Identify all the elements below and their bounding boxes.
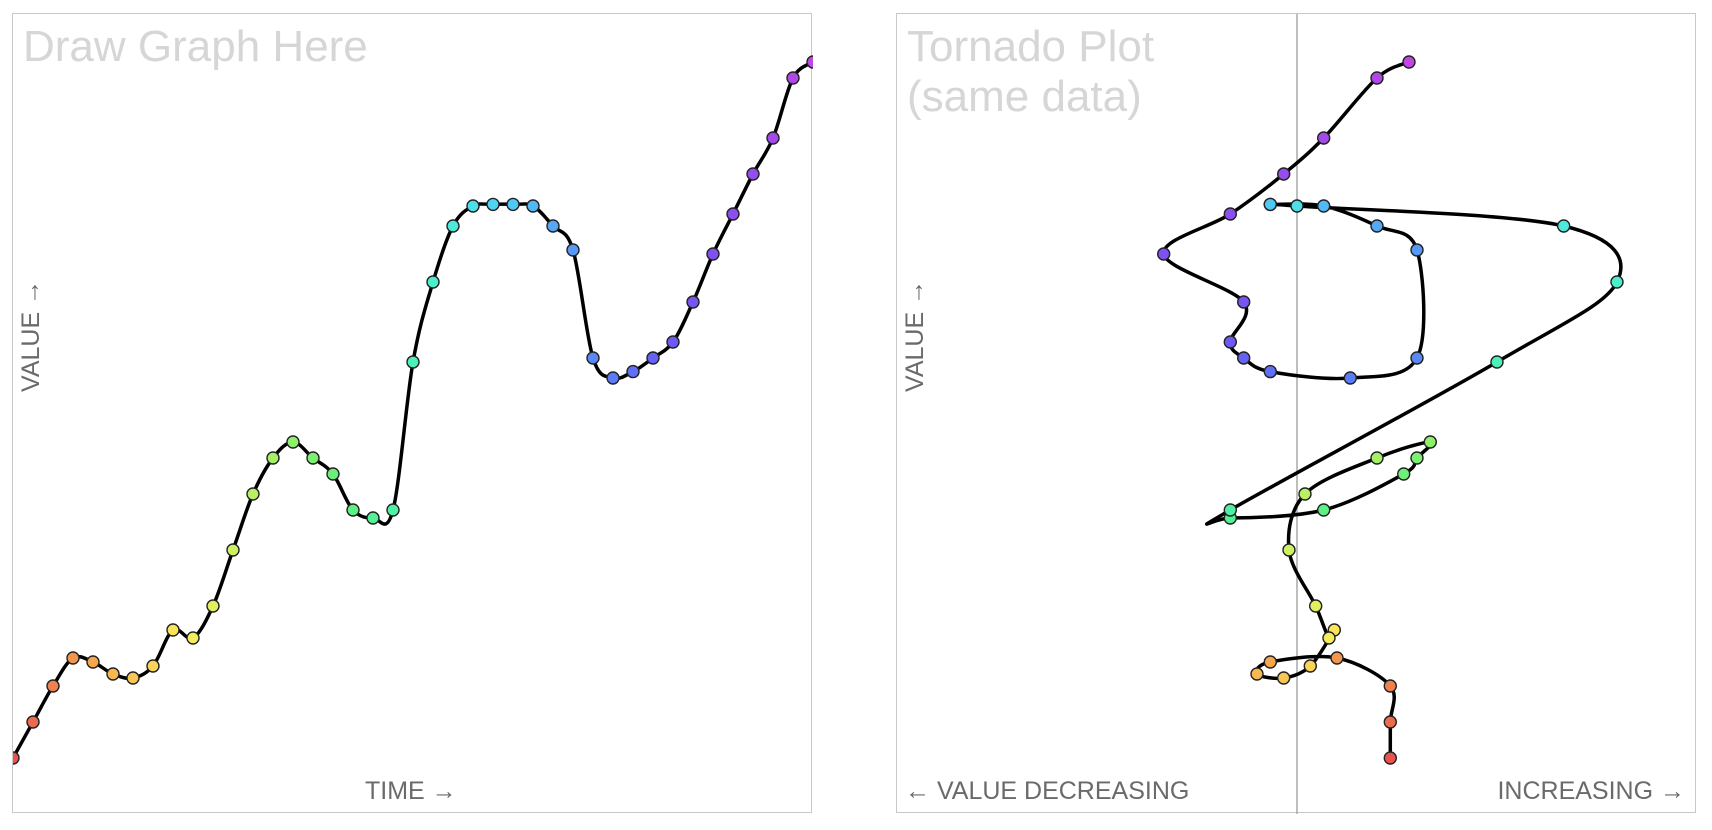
tornado-point bbox=[1330, 651, 1344, 665]
tornado-point bbox=[1303, 659, 1317, 673]
tornado-point bbox=[1157, 247, 1171, 261]
tornado-point bbox=[1263, 655, 1277, 669]
data-point bbox=[526, 199, 540, 213]
data-point bbox=[26, 715, 40, 729]
data-point bbox=[446, 219, 460, 233]
data-point bbox=[606, 371, 620, 385]
data-point bbox=[506, 197, 520, 212]
tornado-point bbox=[1383, 715, 1397, 729]
left-panel[interactable]: Draw Graph Here VALUE → TIME → bbox=[12, 13, 813, 814]
data-point bbox=[126, 671, 140, 685]
tornado-point bbox=[1383, 751, 1397, 765]
right-y-axis-label: VALUE → bbox=[901, 279, 929, 392]
data-point bbox=[766, 131, 780, 145]
line-chart-svg[interactable] bbox=[13, 14, 813, 814]
tornado-point bbox=[1223, 207, 1237, 221]
data-point bbox=[726, 207, 740, 221]
data-point bbox=[146, 659, 160, 673]
data-point bbox=[346, 503, 360, 517]
left-y-axis-label: VALUE → bbox=[17, 279, 45, 392]
data-point bbox=[46, 679, 60, 693]
tornado-point bbox=[1250, 667, 1264, 681]
data-point bbox=[786, 71, 800, 85]
tornado-point bbox=[1343, 371, 1357, 385]
tornado-point bbox=[1237, 295, 1251, 309]
tornado-point bbox=[1263, 364, 1277, 379]
data-point bbox=[166, 623, 180, 637]
tornado-point bbox=[1237, 351, 1251, 365]
right-x-label-decreasing: ← VALUE DECREASING bbox=[905, 777, 1190, 805]
tornado-point bbox=[1317, 131, 1331, 145]
data-point bbox=[426, 275, 440, 289]
data-point bbox=[226, 543, 240, 557]
data-point bbox=[586, 351, 600, 365]
tornado-point bbox=[1298, 487, 1312, 501]
series-line bbox=[13, 60, 813, 760]
tornado-point bbox=[1370, 451, 1384, 465]
tornado-point bbox=[1610, 275, 1624, 289]
tornado-point bbox=[1277, 167, 1291, 181]
tornado-point bbox=[1423, 435, 1437, 449]
data-point bbox=[66, 651, 80, 665]
tornado-point bbox=[1410, 451, 1424, 465]
data-point bbox=[546, 219, 560, 233]
data-point bbox=[186, 631, 200, 645]
tornado-point bbox=[1223, 503, 1237, 517]
data-point bbox=[686, 295, 700, 309]
data-point bbox=[286, 435, 300, 449]
tornado-chart-svg bbox=[1157, 14, 1624, 814]
data-point bbox=[326, 467, 340, 481]
right-panel-title: Tornado Plot (same data) bbox=[907, 22, 1154, 122]
right-panel: Tornado Plot (same data) VALUE → ← VALUE… bbox=[896, 13, 1696, 814]
right-x-label-increasing: INCREASING → bbox=[1497, 777, 1685, 805]
data-point bbox=[646, 351, 660, 365]
tornado-point bbox=[1402, 55, 1416, 69]
tornado-point bbox=[1410, 351, 1424, 365]
tornado-point bbox=[1290, 199, 1304, 213]
data-point bbox=[746, 167, 760, 181]
right-title-line1: Tornado Plot bbox=[907, 22, 1155, 71]
tornado-point bbox=[1490, 355, 1504, 369]
data-point bbox=[86, 655, 100, 669]
tornado-point bbox=[1370, 71, 1384, 85]
tornado-point bbox=[1317, 503, 1331, 517]
tornado-point bbox=[1263, 197, 1277, 212]
data-point bbox=[206, 599, 220, 613]
left-panel-title: Draw Graph Here bbox=[23, 22, 368, 71]
data-point bbox=[466, 199, 480, 213]
data-point bbox=[806, 55, 813, 69]
data-point bbox=[106, 667, 120, 681]
data-point bbox=[486, 197, 500, 212]
data-point bbox=[706, 247, 720, 261]
data-point bbox=[306, 451, 320, 465]
data-point bbox=[266, 451, 280, 465]
tornado-point bbox=[1223, 335, 1237, 349]
data-point bbox=[386, 503, 400, 517]
data-point bbox=[366, 511, 380, 525]
tornado-point bbox=[1309, 599, 1323, 613]
data-point bbox=[626, 364, 640, 379]
tornado-point bbox=[1322, 631, 1336, 645]
tornado-point bbox=[1383, 679, 1397, 693]
data-point bbox=[13, 751, 20, 765]
left-x-axis-label: TIME → bbox=[365, 777, 457, 805]
tornado-line bbox=[1161, 60, 1623, 760]
data-point bbox=[566, 243, 580, 257]
tornado-point bbox=[1282, 543, 1296, 557]
tornado-point bbox=[1277, 671, 1291, 685]
data-point bbox=[406, 355, 420, 369]
tornado-point bbox=[1397, 467, 1411, 481]
tornado-point bbox=[1317, 199, 1331, 213]
data-point bbox=[666, 335, 680, 349]
tornado-point bbox=[1370, 219, 1384, 233]
tornado-point bbox=[1557, 219, 1571, 233]
right-title-line2: (same data) bbox=[907, 72, 1142, 121]
data-point bbox=[246, 487, 260, 501]
tornado-point bbox=[1410, 243, 1424, 257]
